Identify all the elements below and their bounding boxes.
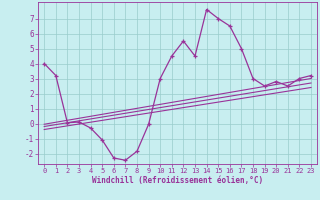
X-axis label: Windchill (Refroidissement éolien,°C): Windchill (Refroidissement éolien,°C) [92, 176, 263, 185]
